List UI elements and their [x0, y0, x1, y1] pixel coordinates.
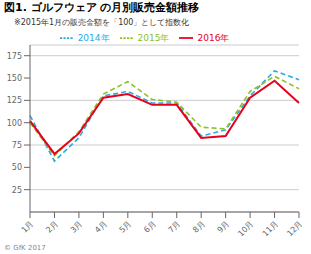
svg-text:4月: 4月 — [93, 219, 109, 235]
html-text:図1. ゴルフウェア の月別販売金額推移: 図1. ゴルフウェア の月別販売金額推移 — [4, 1, 200, 14]
svg-text:5月: 5月 — [118, 219, 134, 235]
svg-text:50: 50 — [12, 163, 22, 172]
html-text:2016年: 2016年 — [197, 32, 230, 43]
svg-text:9月: 9月 — [215, 219, 231, 235]
svg-text:7月: 7月 — [167, 219, 183, 235]
html-text:2015年: 2015年 — [137, 32, 170, 43]
svg-text:2月: 2月 — [44, 219, 60, 235]
html-text:※2015年1月の販売金額を「100」として指数化: ※2015年1月の販売金額を「100」として指数化 — [14, 18, 190, 27]
svg-text:12月: 12月 — [285, 219, 303, 238]
svg-text:11月: 11月 — [261, 219, 280, 238]
svg-text:75: 75 — [12, 141, 22, 150]
html-text:© GfK 2017: © GfK 2017 — [4, 244, 46, 252]
svg-text:150: 150 — [8, 74, 22, 83]
svg-text:25: 25 — [12, 186, 22, 195]
svg-text:1月: 1月 — [20, 219, 36, 235]
svg-text:10月: 10月 — [236, 219, 255, 238]
svg-text:3月: 3月 — [69, 219, 85, 235]
html-text:2014年: 2014年 — [77, 32, 110, 43]
svg-text:100: 100 — [8, 119, 22, 128]
svg-text:6月: 6月 — [142, 219, 158, 235]
svg-text:175: 175 — [8, 52, 22, 61]
svg-text:8月: 8月 — [191, 219, 207, 235]
svg-text:125: 125 — [8, 96, 22, 105]
